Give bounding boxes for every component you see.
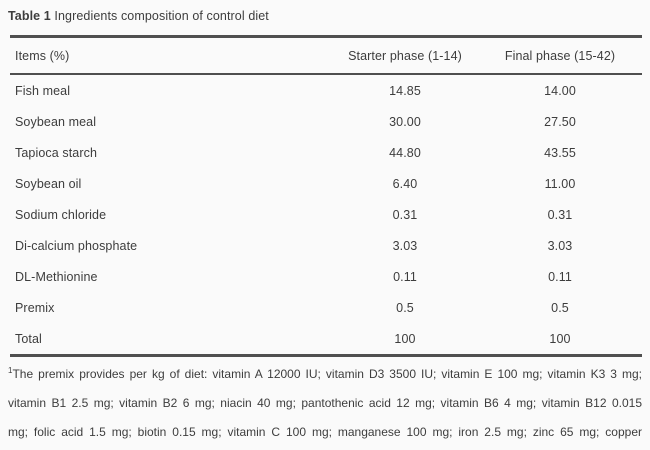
cell-final-value: 27.50 (544, 114, 576, 129)
cell-item: Sodium chloride (15, 207, 107, 222)
cell-final-value: 43.55 (544, 145, 576, 160)
table-caption: Table 1 Ingredients composition of contr… (8, 8, 642, 24)
cell-item: Total (15, 331, 42, 346)
cell-final-value: 0.11 (548, 269, 572, 284)
column-header-items: Items (%) (15, 48, 70, 63)
table-row: DL-Methionine 0.11 0.11 (10, 261, 642, 292)
table-caption-text: Ingredients composition of control diet (50, 9, 269, 23)
cell-starter-value: 0.11 (393, 269, 417, 284)
table-footnote: 1The premix provides per kg of diet: vit… (8, 360, 642, 450)
cell-item: Premix (15, 300, 55, 315)
cell-final-value: 3.03 (547, 238, 573, 253)
table-row: Premix 0.5 0.5 (10, 292, 642, 323)
footnote-text: The premix provides per kg of diet: vita… (12, 367, 642, 381)
table-row: Di-calcium phosphate 3.03 3.03 (10, 230, 642, 261)
cell-final-value: 100 (549, 331, 571, 346)
cell-item: Fish meal (15, 83, 71, 98)
ingredients-table: Items (%) Starter phase (1-14) Final pha… (10, 35, 642, 357)
cell-starter-value: 14.85 (389, 83, 421, 98)
table-row: Soybean oil 6.40 11.00 (10, 168, 642, 199)
column-header-starter-phase: Starter phase (1-14) (348, 48, 462, 63)
cell-starter-value: 44.80 (389, 145, 421, 160)
cell-item: Tapioca starch (15, 145, 97, 160)
cell-starter-value: 0.31 (392, 207, 418, 222)
cell-item: Soybean meal (15, 114, 97, 129)
cell-item: DL-Methionine (15, 269, 98, 284)
cell-final-value: 11.00 (544, 176, 576, 191)
cell-starter-value: 3.03 (392, 238, 418, 253)
table-row-total: Total 100 100 (10, 323, 642, 356)
cell-starter-value: 100 (394, 331, 416, 346)
cell-final-value: 0.31 (547, 207, 573, 222)
cell-starter-value: 6.40 (392, 176, 418, 191)
table-header-row: Items (%) Starter phase (1-14) Final pha… (10, 37, 642, 74)
cell-item: Soybean oil (15, 176, 82, 191)
table-row: Fish meal 14.85 14.00 (10, 74, 642, 106)
table-row: Sodium chloride 0.31 0.31 (10, 199, 642, 230)
footnote-line: 1The premix provides per kg of diet: vit… (8, 360, 642, 389)
table-row: Tapioca starch 44.80 43.55 (10, 137, 642, 168)
cell-final-value: 14.00 (544, 83, 576, 98)
cell-starter-value: 0.5 (396, 300, 414, 315)
column-header-final-phase: Final phase (15-42) (504, 48, 616, 63)
footnote-marker: 1 (8, 366, 13, 375)
table-row: Soybean meal 30.00 27.50 (10, 106, 642, 137)
cell-item: Di-calcium phosphate (15, 238, 138, 253)
cell-final-value: 0.5 (551, 300, 569, 315)
footnote-line: vitamin B1 2.5 mg; vitamin B2 6 mg; niac… (8, 396, 642, 410)
cell-starter-value: 30.00 (389, 114, 421, 129)
footnote-line: mg; folic acid 1.5 mg; biotin 0.15 mg; v… (8, 425, 642, 439)
table-caption-number: Table 1 (8, 9, 51, 23)
